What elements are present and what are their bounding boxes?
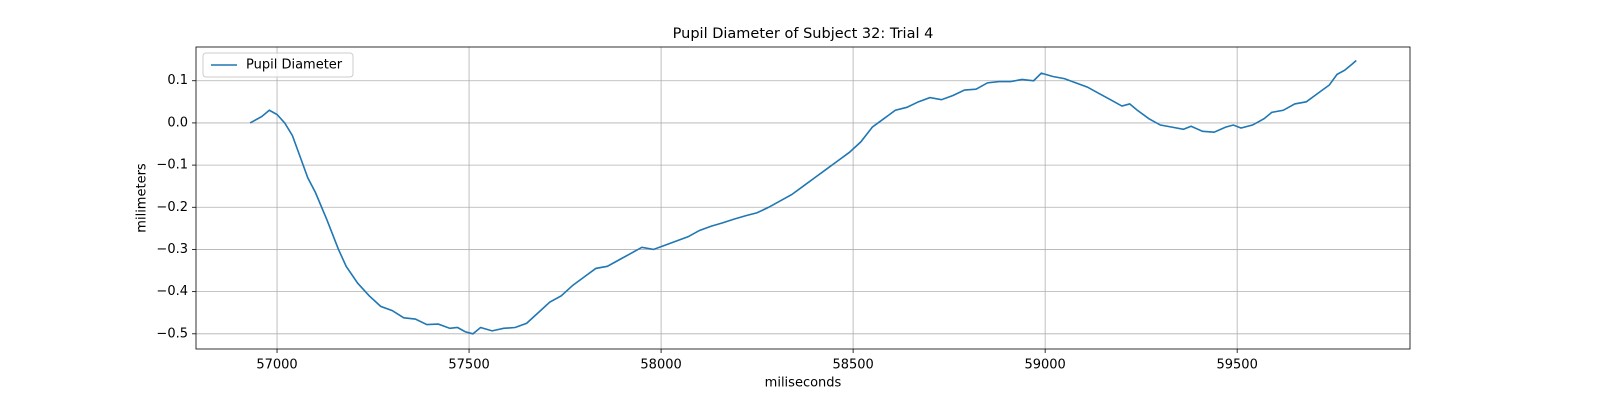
chart-title: Pupil Diameter of Subject 32: Trial 4 bbox=[673, 26, 934, 42]
x-tick-label: 57000 bbox=[256, 358, 297, 373]
y-axis-label: milimeters bbox=[135, 163, 150, 233]
legend-box bbox=[202, 52, 354, 78]
y-tick-label: −0.5 bbox=[156, 326, 188, 341]
x-axis-label: miliseconds bbox=[765, 376, 842, 391]
plot-frame bbox=[195, 46, 1411, 350]
x-tick-label: 58000 bbox=[640, 358, 681, 373]
y-tick-label: −0.3 bbox=[156, 242, 188, 257]
y-tick-label: 0.0 bbox=[167, 115, 188, 130]
y-tick-label: −0.4 bbox=[156, 284, 188, 299]
y-tick-label: −0.2 bbox=[156, 200, 188, 215]
y-tick-label: −0.1 bbox=[156, 158, 188, 173]
x-tick-label: 57500 bbox=[448, 358, 489, 373]
x-tick-label: 59000 bbox=[1024, 358, 1065, 373]
x-tick-label: 58500 bbox=[832, 358, 873, 373]
x-tick-label: 59500 bbox=[1216, 358, 1257, 373]
data-line bbox=[249, 59, 1357, 335]
y-tick-label: 0.1 bbox=[167, 73, 188, 88]
legend-label: Pupil Diameter bbox=[246, 58, 343, 73]
